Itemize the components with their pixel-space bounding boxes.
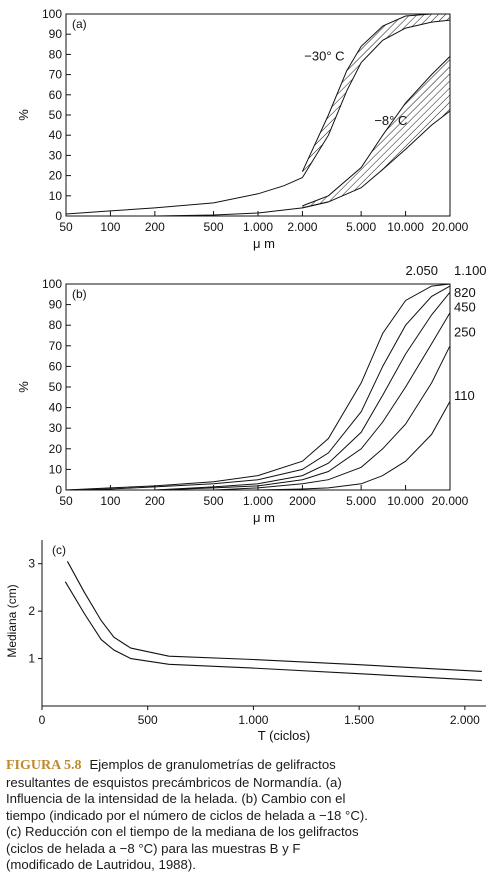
chart-b: 0 10 20 30 40 50 60 70 80 90 100 50 100 200 500 1.000 20… <box>16 263 487 525</box>
y-tick-label: 60 <box>49 359 63 373</box>
series-label: −8° C <box>374 113 407 128</box>
y-tick-label: 30 <box>49 421 63 435</box>
x-tick-label: 200 <box>145 494 165 508</box>
series-band-upper <box>302 56 451 207</box>
x-tick-label: 20.000 <box>432 494 469 508</box>
x-tick-label: 0 <box>39 713 46 727</box>
x-tick-label: 10.000 <box>387 220 424 234</box>
series-line <box>154 291 451 491</box>
y-tick-label: 70 <box>49 339 63 353</box>
series-line <box>154 312 451 491</box>
series-label: −30° C <box>304 48 344 63</box>
y-axis-label: % <box>16 381 31 393</box>
y-tick-label: 20 <box>49 169 63 183</box>
x-tick-label: 100 <box>100 494 120 508</box>
y-tick-label: 10 <box>49 462 63 476</box>
series-label: 450 <box>454 300 476 315</box>
x-tick-label: 1.000 <box>243 220 273 234</box>
y-tick-label: 40 <box>49 128 63 142</box>
x-tick-label: 20.000 <box>432 220 469 234</box>
caption-line-3: Influencia de la intensidad de la helada… <box>6 791 346 806</box>
caption-line-1: Ejemplos de granulometrías de gelifracto… <box>89 757 336 772</box>
panel-label: (c) <box>52 543 66 557</box>
series-line <box>66 561 482 672</box>
x-tick-label: 500 <box>204 220 224 234</box>
figure-caption: FIGURA 5.8 Ejemplos de granulometrías de … <box>6 757 488 874</box>
x-tick-label: 50 <box>59 220 73 234</box>
series-line <box>65 283 451 491</box>
series-label: 250 <box>454 324 476 339</box>
y-tick-label: 50 <box>49 108 63 122</box>
x-tick-label: 500 <box>204 494 224 508</box>
chart-c: 1 2 3 0 500 1.000 1.500 2.000 (c) T (ciclos) Media… <box>5 540 486 743</box>
x-tick-label: 500 <box>138 713 158 727</box>
y-tick-label: 80 <box>49 318 63 332</box>
panel-label: (b) <box>72 287 87 301</box>
x-tick-label: 5.000 <box>346 220 376 234</box>
figure-number: FIGURA 5.8 <box>6 758 82 773</box>
x-axis-label: μ m <box>253 510 275 525</box>
plot-frame <box>65 283 451 491</box>
caption-line-7: (modificado de Lautridou, 1988). <box>6 857 196 872</box>
x-tick-label: 50 <box>59 494 73 508</box>
series-band-lower <box>301 19 451 178</box>
series-label: 1.100 <box>454 263 487 278</box>
y-tick-label: 2 <box>28 604 35 618</box>
y-tick-label: 30 <box>49 148 63 162</box>
x-tick-label: 2.000 <box>450 713 480 727</box>
series-band-upper <box>301 13 450 172</box>
caption-line-4: tiempo (indicado por el número de ciclos… <box>6 807 368 823</box>
caption-line-2: resultantes de esquistos precámbricos de… <box>6 774 342 790</box>
x-tick-label: 10.000 <box>387 494 424 508</box>
panel-label: (a) <box>72 17 87 31</box>
x-axis-label: T (ciclos) <box>258 728 310 743</box>
x-tick-label: 2.000 <box>287 220 317 234</box>
series-label: 2.050 <box>405 263 438 278</box>
x-tick-label: 5.000 <box>346 494 376 508</box>
y-tick-label: 70 <box>49 68 63 82</box>
x-tick-label: 100 <box>100 220 120 234</box>
y-tick-label: 0 <box>55 483 62 497</box>
series-label: 820 <box>454 285 476 300</box>
series-line <box>64 581 482 681</box>
caption-line-5: (c) Reducción con el tiempo de la median… <box>6 824 359 839</box>
y-tick-label: 40 <box>49 401 63 415</box>
series-band-lower <box>302 110 451 209</box>
y-tick-label: 60 <box>49 88 63 102</box>
x-axis-label: μ m <box>253 236 275 251</box>
x-tick-label: 200 <box>145 220 165 234</box>
y-tick-label: 90 <box>49 298 63 312</box>
series-line <box>65 285 451 491</box>
x-tick-label: 1.500 <box>344 713 374 727</box>
y-tick-label: 100 <box>42 7 62 21</box>
y-tick-label: 20 <box>49 442 63 456</box>
y-axis-label: % <box>16 109 31 121</box>
caption-line-6: (ciclos de helada a −8 °C) para las mues… <box>6 840 301 856</box>
series-label: 110 <box>454 388 475 403</box>
y-tick-label: 80 <box>49 47 63 61</box>
y-tick-label: 10 <box>49 189 63 203</box>
y-tick-label: 1 <box>28 652 35 666</box>
y-tick-label: 50 <box>49 380 63 394</box>
x-tick-label: 1.000 <box>238 713 268 727</box>
x-tick-label: 1.000 <box>243 494 273 508</box>
y-tick-label: 100 <box>42 277 62 291</box>
series-line <box>213 345 451 491</box>
series-line <box>65 177 303 215</box>
series-line <box>257 401 451 491</box>
y-tick-label: 0 <box>55 209 62 223</box>
y-axis-label: Mediana (cm) <box>5 584 19 657</box>
x-tick-label: 2000 <box>289 494 316 508</box>
y-tick-label: 3 <box>28 557 35 571</box>
y-tick-label: 90 <box>49 27 63 41</box>
chart-a: 0 10 20 30 40 50 60 70 80 90 100 50 100 200 500 1.000 2.… <box>16 7 469 251</box>
